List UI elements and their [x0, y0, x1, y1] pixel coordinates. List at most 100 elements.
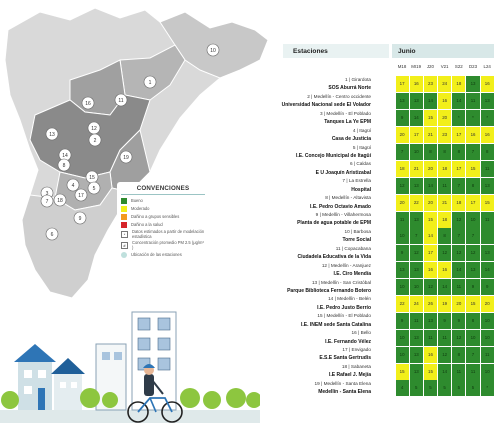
table-row: 4 5 5 5 5 5 *	[395, 380, 494, 397]
pm25-cell: 17	[452, 160, 466, 177]
pm25-cell: *	[452, 110, 466, 127]
station-list: 1 | Girardota SOS Aburrá Norte 2 | Medellí…	[200, 76, 371, 397]
legend-label: Bueno	[131, 197, 143, 203]
legend-panel: CONVENCIONES Bueno Moderado Dañino a grupo…	[117, 182, 209, 264]
legend-item: Dañino a la salud	[121, 222, 205, 228]
pm25-cell: 13	[466, 76, 480, 93]
pm25-cell: 12	[438, 346, 452, 363]
station-number: 14 | Medellín - Belén	[328, 296, 371, 302]
pm25-cell: 8	[480, 143, 494, 160]
pm25-cell: 20	[423, 160, 438, 177]
station-name: I.E. Ciro Mendía	[333, 271, 371, 278]
station-number: 10 | Barbosa	[344, 228, 372, 234]
legend-swatch	[121, 214, 127, 220]
station-name: I.E. Pedro Justo Berrío	[317, 304, 371, 311]
station-name: Universidad Nacional sede El Volador	[281, 102, 371, 109]
pm25-cell: 15	[466, 295, 480, 312]
station-name: I.E. Concejo Municipal de Itagüí	[295, 152, 371, 159]
station-marker-label: 15	[89, 175, 95, 181]
pm25-cell: 15	[423, 363, 438, 380]
station-name: SOS Aburrá Norte	[328, 85, 371, 92]
pm25-cell: 14	[452, 262, 466, 279]
pm25-cell: 8	[438, 228, 452, 245]
station-marker-label: 1	[149, 80, 152, 86]
table-row: 10 13 16 12 8 7 11	[395, 346, 494, 363]
pm25-cell: 17	[423, 245, 438, 262]
pm25-cell: 13	[423, 312, 438, 329]
table-row: 9 12 17 12 12 12 13	[395, 245, 494, 262]
station-marker-label: 5	[93, 186, 96, 192]
pm25-cell: 10	[395, 329, 409, 346]
pm25-cell: 19	[438, 295, 452, 312]
pm25-cell: 20	[423, 194, 438, 211]
station-number: 12 | Medellín - Aranjuez	[321, 262, 371, 268]
station-marker	[206, 43, 220, 57]
day-columns: M18 MI19 J20 V21 S22 D23 L24	[393, 64, 495, 72]
pm25-cell: 10	[395, 228, 409, 245]
stations-header-bar	[283, 44, 389, 58]
pm25-cell: 13	[409, 177, 423, 194]
pm25-cell: 11	[438, 329, 452, 346]
building-icon	[131, 311, 177, 411]
station-name: Parque Biblioteca Fernando Botero	[287, 287, 371, 294]
table-row: 13 13 14 16 14 11 13	[395, 93, 494, 110]
station-marker	[66, 178, 80, 192]
pm25-cell: 20	[438, 110, 452, 127]
station-name: E.S.E Santa Gertrudis	[319, 355, 371, 362]
pm25-cell: 10	[395, 279, 409, 296]
pm25-cell: 13	[480, 245, 494, 262]
station-marker	[53, 193, 67, 207]
station-marker-label: 16	[85, 101, 91, 107]
pm25-cell: 4	[395, 380, 409, 397]
pm25-cell: 8	[423, 143, 438, 160]
pm25-cell: 14	[423, 177, 438, 194]
pm25-cell: 12	[452, 211, 466, 228]
pm25-cell: 21	[409, 160, 423, 177]
legend-symbol: #	[121, 242, 128, 250]
pm25-cell: 21	[423, 127, 438, 144]
station-name: I.E. Pedro Octavio Amado	[310, 203, 371, 210]
pm25-cell: 5	[409, 380, 423, 397]
map-region-south	[21, 187, 131, 299]
station-number: 7 | La Estrella	[342, 178, 371, 184]
pm25-cell: 9	[395, 245, 409, 262]
pm25-cell: 10	[480, 312, 494, 329]
pm25-cell: 11	[423, 329, 438, 346]
legend-swatch	[121, 198, 127, 204]
pm25-cell: 10	[395, 346, 409, 363]
pm25-cell: 11	[395, 211, 409, 228]
station-name: Hospital	[351, 186, 371, 193]
pm25-cell: 11	[466, 93, 480, 110]
legend-swatch	[121, 222, 127, 228]
station-name: I.E Rafael J. Mejía	[329, 372, 371, 379]
legend-label: Moderado	[131, 205, 150, 211]
pm25-cell: *	[480, 110, 494, 127]
pm25-cell: 15	[423, 110, 438, 127]
legend-item: Moderado	[121, 206, 205, 212]
legend-label: Datos estimados a partir de modelación e…	[132, 229, 205, 239]
pm25-cell: 8	[466, 312, 480, 329]
station-marker	[73, 211, 87, 225]
station-number: 8 | Medellín - Altavista	[325, 195, 371, 201]
legend-label: Ubicación de las estaciones	[131, 252, 182, 258]
station-marker	[45, 227, 59, 241]
legend-label: Dañino a grupos sensibles	[131, 213, 180, 219]
pm25-cell: 23	[438, 127, 452, 144]
station-marker	[40, 194, 54, 208]
station-marker	[143, 75, 157, 89]
pm25-cell: 23	[423, 76, 438, 93]
pm25-cell: 14	[452, 93, 466, 110]
pm25-cell: 18	[395, 160, 409, 177]
pm25-cell: 20	[480, 295, 494, 312]
station-name: Planta de agua potable de EPM	[297, 220, 371, 227]
pm25-cell: 18	[452, 76, 466, 93]
station-marker-label: 18	[57, 198, 63, 204]
pm25-cell: 17	[395, 76, 409, 93]
pm25-cell: 8	[452, 346, 466, 363]
station-marker	[57, 158, 71, 172]
pm25-cell: 9	[395, 312, 409, 329]
pm25-cell: 15	[423, 211, 438, 228]
station-number: 19 | Medellín - Santa Elena	[314, 380, 371, 386]
pm25-cell: 13	[409, 211, 423, 228]
pm25-cell: 14	[409, 110, 423, 127]
